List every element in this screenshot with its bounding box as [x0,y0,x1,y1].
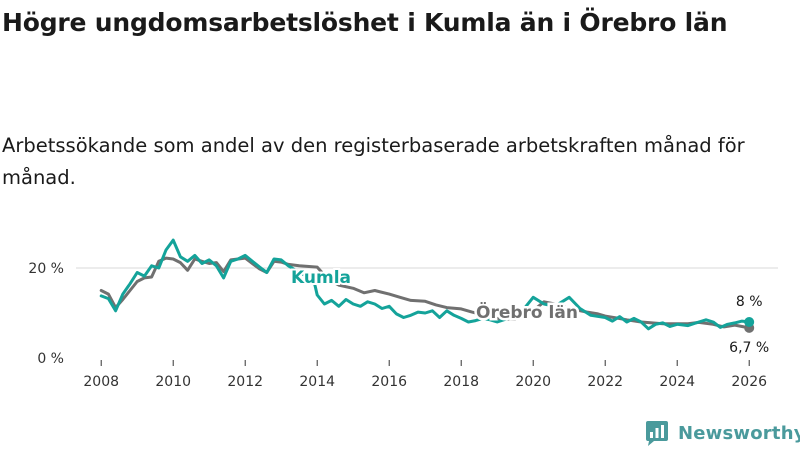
x-tick-label: 2022 [587,374,623,390]
chart-title: Högre ungdomsarbetslöshet i Kumla än i Ö… [2,8,728,37]
brand-name: Newsworthy [678,422,800,444]
x-tick-label: 2014 [299,374,335,390]
series-label-kumla: Kumla [291,268,351,288]
y-tick-label: 20 % [28,261,64,277]
x-tick-label: 2026 [731,374,767,390]
x-tick-label: 2012 [227,374,263,390]
end-value-label-kumla: 8 % [736,294,763,310]
y-tick-label: 0 % [37,351,64,367]
series-line-orebro [99,256,751,330]
x-tick-label: 2016 [371,374,407,390]
chart-subtitle: Arbetssökande som andel av den registerb… [2,134,745,189]
newsworthy-logo-icon [646,421,668,446]
brand: Newsworthy [644,418,800,448]
series-end-point-kumla [744,317,755,327]
series-label-orebro: Örebro län [476,301,578,323]
x-tick-label: 2024 [659,374,695,390]
x-tick-label: 2020 [515,374,551,390]
end-value-label-orebro: 6,7 % [729,340,769,356]
x-tick-label: 2010 [155,374,191,390]
x-tick-label: 2008 [83,374,119,390]
x-tick-label: 2018 [443,374,479,390]
series-line-kumla [99,238,751,331]
